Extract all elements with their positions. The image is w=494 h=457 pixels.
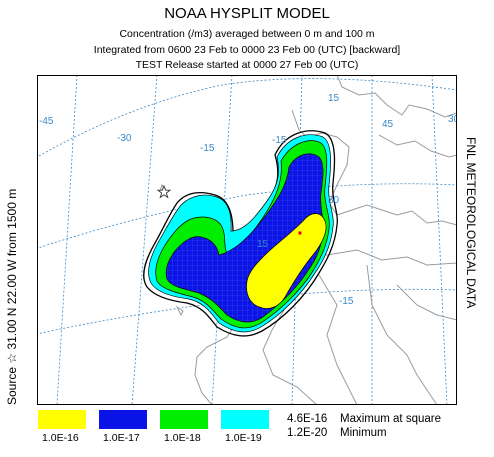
- max-value: 4.6E-16: [287, 413, 328, 425]
- min-label: Minimum: [340, 427, 387, 439]
- concentration-line: Concentration (/m3) averaged between 0 m…: [119, 28, 375, 40]
- source-star-icon: [156, 184, 172, 199]
- source-info-label: Source ☆ 31.00 N 22.00 W from 1500 m: [5, 188, 19, 405]
- grid-label: 30: [448, 114, 457, 125]
- contour-yellow: [246, 213, 327, 309]
- legend-swatch-4: [221, 410, 269, 429]
- grid-label: 30: [328, 195, 340, 206]
- release-line: TEST Release started at 0000 27 Feb 00 (…: [135, 59, 359, 71]
- maximum-square: [298, 231, 302, 235]
- grid-label: -15: [339, 296, 354, 307]
- legend-label-1: 1.0E-16: [42, 432, 79, 444]
- min-value: 1.2E-20: [287, 427, 328, 439]
- grid-label: -15: [272, 135, 287, 146]
- legend-swatch-1: [38, 410, 86, 429]
- legend-label-4: 1.0E-19: [225, 432, 262, 444]
- integration-line: Integrated from 0600 23 Feb to 0000 23 F…: [93, 44, 401, 56]
- model-title: NOAA HYSPLIT MODEL: [164, 5, 330, 22]
- legend-swatch-2: [99, 410, 147, 429]
- legend-swatch-3: [160, 410, 208, 429]
- grid-label: -15: [200, 143, 215, 154]
- grid-label: 15: [328, 93, 340, 104]
- contour-outline-outer: [143, 130, 338, 337]
- meteo-data-label: FNL METEOROLOGICAL DATA: [464, 137, 478, 309]
- grid-label: 15: [257, 239, 269, 250]
- legend-label-3: 1.0E-18: [164, 432, 201, 444]
- grid-label: 45: [382, 119, 394, 130]
- grid-label: -30: [117, 133, 132, 144]
- map-frame: [37, 75, 457, 405]
- max-label: Maximum at square: [340, 413, 441, 425]
- grid-label: -45: [39, 116, 54, 127]
- legend-label-2: 1.0E-17: [103, 432, 140, 444]
- dispersion-map: -45 -30 -15 -15 15 30 30 45 15 -15: [37, 75, 457, 405]
